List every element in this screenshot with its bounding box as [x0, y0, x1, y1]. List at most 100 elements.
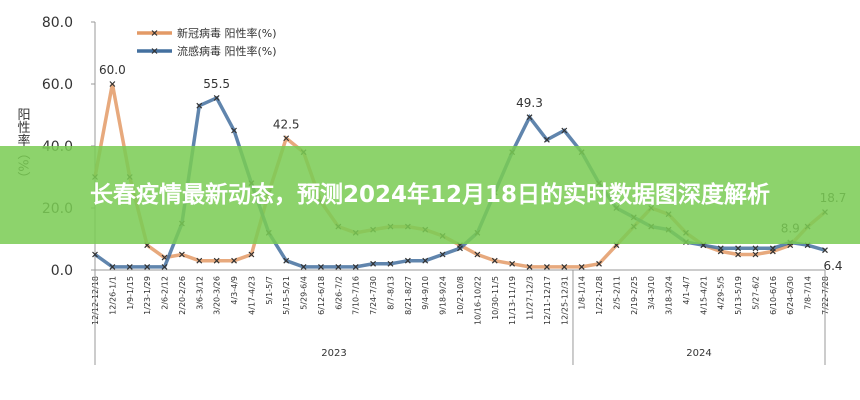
- x-tick-label: 2/20-2/26: [178, 276, 187, 315]
- point-marker: [109, 81, 116, 87]
- x-tick-label: 7/8-7/14: [804, 276, 813, 310]
- chart-title: 长春疫情最新动态，预测2024年12月18日的实时数据图深度解析: [89, 182, 771, 208]
- year-label: 2023: [321, 348, 346, 359]
- point-marker: [561, 263, 568, 270]
- x-tick-label: 4/17-4/23: [247, 276, 256, 315]
- x-tick-label: 6/12-6/18: [317, 276, 326, 315]
- x-tick-label: 10/30-11/5: [491, 276, 500, 320]
- x-tick-label: 5/13-5/19: [734, 276, 743, 315]
- x-tick-label: 2/6-2/12: [161, 276, 170, 310]
- point-marker: [822, 247, 828, 254]
- point-marker: [387, 260, 394, 267]
- y-tick-label: 0.0: [51, 263, 73, 279]
- x-tick-label: 10/2-10/8: [456, 276, 465, 315]
- data-label: 55.5: [203, 77, 230, 91]
- point-marker: [213, 95, 220, 101]
- x-tick-label: 8/21-8/27: [404, 276, 413, 315]
- x-tick-label: 10/16-10/22: [473, 276, 482, 325]
- x-tick-label: 4/1-4/7: [682, 276, 691, 305]
- x-tick-label: 6/10-6/16: [769, 276, 778, 315]
- point-marker: [213, 257, 220, 264]
- x-tick-label: 6/24-6/30: [786, 276, 795, 315]
- point-marker: [109, 263, 116, 270]
- point-marker: [92, 251, 98, 258]
- point-marker: [161, 263, 168, 270]
- legend-label: 新冠病毒 阳性率(%): [177, 26, 277, 40]
- point-marker: [457, 245, 463, 252]
- x-tick-label: 12/11-12/17: [543, 276, 552, 325]
- point-marker: [474, 251, 481, 258]
- x-tick-label: 2/5-2/11: [612, 276, 621, 310]
- data-label: 49.3: [516, 96, 543, 110]
- point-marker: [144, 263, 151, 270]
- point-marker: [318, 263, 324, 270]
- point-marker: [735, 251, 742, 258]
- x-tick-label: 1/22-1/28: [595, 276, 604, 315]
- data-label: 42.5: [273, 117, 300, 131]
- y-tick-label: 60.0: [42, 77, 73, 93]
- point-marker: [404, 257, 411, 264]
- point-marker: [335, 263, 342, 270]
- legend-label: 流感病毒 阳性率(%): [177, 44, 277, 58]
- point-marker: [526, 114, 533, 121]
- point-marker: [561, 127, 568, 134]
- x-tick-label: 4/3-4/9: [230, 276, 239, 305]
- data-label: 60.0: [99, 63, 126, 77]
- point-marker: [422, 257, 429, 264]
- x-tick-label: 11/27-12/3: [526, 276, 535, 320]
- point-marker: [231, 257, 237, 264]
- y-tick-label: 80.0: [42, 15, 73, 31]
- x-tick-label: 5/29-6/4: [300, 276, 309, 310]
- x-tick-label: 3/20-3/26: [213, 276, 222, 315]
- x-tick-label: 4/15-4/21: [699, 276, 708, 315]
- x-tick-label: 3/6-3/12: [195, 276, 204, 310]
- point-marker: [491, 257, 498, 264]
- point-marker: [717, 245, 724, 252]
- x-tick-label: 3/4-3/10: [647, 276, 656, 310]
- point-marker: [231, 127, 237, 134]
- point-marker: [178, 251, 185, 258]
- point-marker: [196, 257, 203, 264]
- point-marker: [509, 260, 516, 267]
- point-marker: [578, 263, 585, 270]
- legend-marker: [151, 48, 158, 54]
- point-marker: [752, 251, 759, 258]
- x-tick-label: 9/18-9/24: [439, 276, 448, 315]
- point-marker: [283, 257, 290, 264]
- point-marker: [526, 263, 533, 270]
- x-tick-label: 7/10-7/16: [352, 276, 361, 315]
- x-tick-label: 12/25-12/31: [560, 276, 569, 325]
- year-label: 2024: [686, 348, 711, 359]
- x-tick-label: 1/8-1/14: [578, 276, 587, 310]
- point-marker: [352, 263, 359, 270]
- x-tick-label: 1/23-1/29: [143, 276, 152, 315]
- point-marker: [126, 263, 133, 270]
- x-tick-label: 11/13-11/19: [508, 276, 517, 325]
- point-marker: [735, 245, 742, 252]
- point-marker: [370, 260, 377, 267]
- point-marker: [439, 251, 446, 258]
- x-tick-label: 7/24-7/30: [369, 276, 378, 315]
- x-tick-label: 8/7-8/13: [386, 276, 395, 310]
- point-marker: [543, 136, 550, 143]
- x-tick-label: 9/4-9/10: [421, 276, 430, 310]
- point-marker: [248, 251, 255, 258]
- x-tick-label: 1/9-1/15: [126, 276, 135, 310]
- point-marker: [283, 135, 290, 142]
- x-tick-label: 2/19-2/25: [630, 276, 639, 315]
- x-tick-label: 3/18-3/24: [665, 276, 674, 315]
- point-marker: [769, 245, 776, 252]
- point-marker: [596, 260, 602, 267]
- title-banner: 长春疫情最新动态，预测2024年12月18日的实时数据图深度解析: [0, 146, 860, 244]
- legend-marker: [151, 30, 158, 36]
- point-marker: [543, 263, 550, 270]
- point-marker: [752, 245, 759, 252]
- x-tick-label: 6/26-7/2: [334, 276, 343, 310]
- point-marker: [196, 102, 203, 109]
- x-tick-label: 5/1-5/7: [265, 276, 274, 305]
- x-tick-label: 5/27-6/2: [751, 276, 760, 310]
- point-marker: [300, 263, 307, 270]
- x-tick-label: 12/26-1/1: [108, 276, 117, 315]
